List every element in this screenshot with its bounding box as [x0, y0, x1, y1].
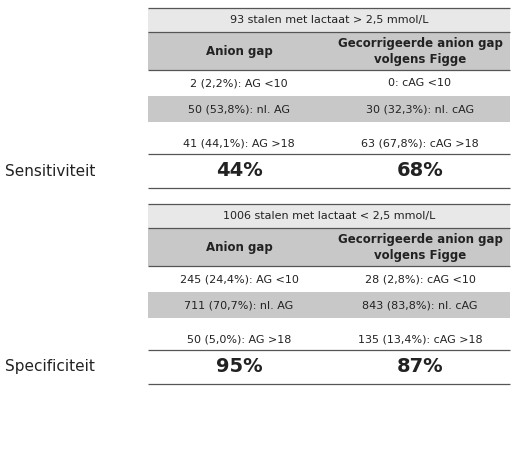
Bar	[148, 292, 510, 318]
Text: Gecorrigeerde anion gap
volgens Figge: Gecorrigeerde anion gap volgens Figge	[338, 37, 502, 66]
Text: 44%: 44%	[216, 162, 263, 180]
Bar	[148, 228, 510, 266]
Bar	[148, 328, 510, 350]
Bar	[148, 204, 510, 228]
Bar	[148, 318, 510, 328]
Text: 711 (70,7%): nl. AG: 711 (70,7%): nl. AG	[184, 300, 294, 310]
Text: Anion gap: Anion gap	[206, 241, 272, 253]
Text: 93 stalen met lactaat > 2,5 mmol/L: 93 stalen met lactaat > 2,5 mmol/L	[230, 15, 429, 25]
Text: 28 (2,8%): cAG <10: 28 (2,8%): cAG <10	[365, 274, 476, 284]
Text: 68%: 68%	[396, 162, 443, 180]
Text: 245 (24,4%): AG <10: 245 (24,4%): AG <10	[180, 274, 299, 284]
Bar	[148, 122, 510, 132]
Bar	[148, 154, 510, 188]
Text: 1006 stalen met lactaat < 2,5 mmol/L: 1006 stalen met lactaat < 2,5 mmol/L	[224, 211, 436, 221]
Bar	[148, 70, 510, 96]
Text: Sensitiviteit: Sensitiviteit	[5, 163, 95, 179]
Text: Gecorrigeerde anion gap
volgens Figge: Gecorrigeerde anion gap volgens Figge	[338, 233, 502, 262]
Bar	[148, 132, 510, 154]
Bar	[148, 266, 510, 292]
Bar	[148, 96, 510, 122]
Bar	[148, 8, 510, 32]
Bar	[148, 32, 510, 70]
Text: 95%: 95%	[216, 358, 262, 376]
Text: 30 (32,3%): nl. cAG: 30 (32,3%): nl. cAG	[366, 104, 474, 114]
Text: 63 (67,8%): cAG >18: 63 (67,8%): cAG >18	[361, 138, 479, 148]
Text: 0: cAG <10: 0: cAG <10	[389, 78, 452, 88]
Text: 50 (5,0%): AG >18: 50 (5,0%): AG >18	[187, 334, 291, 344]
Text: 41 (44,1%): AG >18: 41 (44,1%): AG >18	[183, 138, 295, 148]
Bar	[148, 350, 510, 384]
Text: 843 (83,8%): nl. cAG: 843 (83,8%): nl. cAG	[362, 300, 478, 310]
Text: 87%: 87%	[396, 358, 443, 376]
Text: 50 (53,8%): nl. AG: 50 (53,8%): nl. AG	[188, 104, 290, 114]
Text: Anion gap: Anion gap	[206, 45, 272, 57]
Text: 135 (13,4%): cAG >18: 135 (13,4%): cAG >18	[358, 334, 482, 344]
Text: Specificiteit: Specificiteit	[5, 359, 95, 375]
Text: 2 (2,2%): AG <10: 2 (2,2%): AG <10	[190, 78, 288, 88]
